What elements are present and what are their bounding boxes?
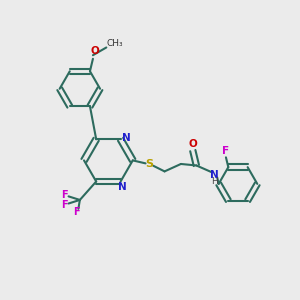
Text: O: O bbox=[188, 139, 197, 149]
Text: CH₃: CH₃ bbox=[106, 39, 123, 48]
Text: H: H bbox=[211, 177, 217, 186]
Text: N: N bbox=[118, 182, 126, 193]
Text: F: F bbox=[73, 207, 80, 218]
Text: F: F bbox=[61, 200, 68, 210]
Text: S: S bbox=[145, 159, 153, 169]
Text: O: O bbox=[90, 46, 99, 56]
Text: F: F bbox=[61, 190, 68, 200]
Text: N: N bbox=[210, 170, 219, 180]
Text: N: N bbox=[122, 133, 130, 143]
Text: F: F bbox=[222, 146, 230, 156]
